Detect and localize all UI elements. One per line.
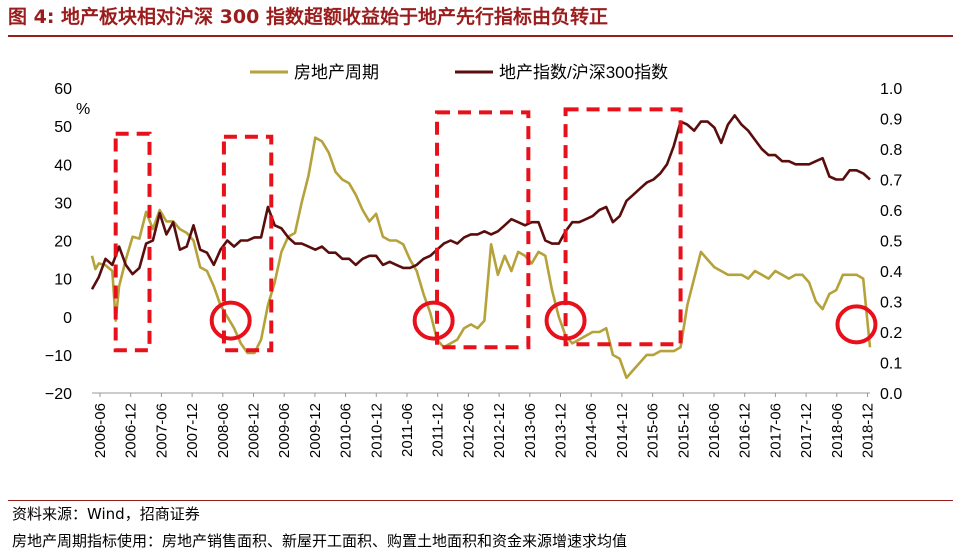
- right-axis: 0.0 0.1 0.2 0.3 0.4 0.5 0.6 0.7 0.8 0.9 1.0: [880, 81, 902, 403]
- highlight-circle: [209, 300, 252, 341]
- x-axis-tick-label: 2008-12: [246, 403, 263, 458]
- right-axis-tick-label: 0.6: [880, 203, 902, 220]
- highlight-box: [435, 110, 531, 350]
- x-axis-tick-label: 2011-06: [399, 403, 416, 457]
- series-lines: [90, 114, 872, 380]
- x-axis-tick-label: 2013-06: [522, 403, 539, 458]
- highlight-circle: [835, 304, 878, 345]
- highlight-box: [563, 107, 683, 347]
- x-axis-tick-label: 2017-06: [767, 403, 784, 458]
- series-line: [90, 114, 871, 290]
- highlight-circle: [412, 300, 455, 341]
- left-axis-tick-label: −10: [45, 348, 72, 365]
- right-axis-tick-label: 0.3: [880, 295, 902, 312]
- x-axis-tick-label: 2012-12: [491, 403, 508, 458]
- legend: 房地产周期 地产指数/沪深300指数: [250, 63, 668, 82]
- right-axis-tick-label: 0.7: [880, 173, 902, 190]
- x-axis-tick-label: 2014-06: [583, 403, 600, 458]
- left-axis-tick-label: 20: [54, 234, 72, 251]
- x-axis-tick-label: 2018-06: [829, 403, 846, 458]
- left-axis-tick-label: 40: [54, 157, 72, 174]
- x-axis-tick-label: 2009-12: [307, 403, 324, 458]
- x-axis: 2006-06 2006-12 2007-06 2007-12 2008-06 2008-…: [92, 393, 877, 458]
- x-axis-tick-label: 2009-06: [276, 403, 293, 458]
- right-axis-tick-label: 0.0: [880, 386, 902, 403]
- highlight-circle: [544, 300, 587, 341]
- title-divider: [8, 35, 953, 37]
- left-axis: −20 −10 0 10 20 30 40 50 60: [45, 81, 72, 403]
- source-note: 资料来源：Wind，招商证券: [12, 505, 200, 523]
- x-axis-tick-label: 2015-12: [675, 403, 692, 458]
- x-axis-tick-label: 2015-06: [645, 403, 662, 458]
- highlight-box: [113, 131, 152, 353]
- method-note: 房地产周期指标使用：房地产销售面积、新屋开工面积、购置土地面积和资金来源增速求均…: [12, 532, 628, 550]
- legend-label: 地产指数/沪深300指数: [499, 63, 668, 82]
- highlight-box: [221, 134, 274, 353]
- annotations: [113, 107, 878, 353]
- left-axis-tick-label: 0: [63, 310, 72, 327]
- x-axis-tick-label: 2010-06: [338, 403, 355, 458]
- x-axis-tick-label: 2013-12: [553, 403, 570, 458]
- right-axis-tick-label: 0.1: [880, 356, 902, 373]
- x-axis-tick-label: 2011-12: [430, 403, 447, 457]
- right-axis-tick-label: 0.5: [880, 234, 902, 251]
- right-axis-tick-label: 1.0: [880, 81, 902, 98]
- left-axis-tick-label: 50: [54, 119, 72, 136]
- x-axis-tick-label: 2007-12: [184, 403, 201, 458]
- x-axis-tick-label: 2006-12: [123, 403, 140, 458]
- left-axis-tick-label: 30: [54, 195, 72, 212]
- right-axis-tick-label: 0.9: [880, 112, 902, 129]
- x-axis-tick-label: 2008-06: [215, 403, 232, 458]
- x-axis-tick-label: 2012-06: [460, 403, 477, 458]
- x-axis-tick-label: 2016-06: [706, 403, 723, 458]
- x-axis-tick-label: 2014-12: [614, 403, 631, 458]
- right-axis-tick-label: 0.4: [880, 264, 902, 281]
- x-axis-tick-label: 2010-12: [368, 403, 385, 458]
- legend-label: 房地产周期: [294, 63, 379, 82]
- left-axis-tick-label: 10: [54, 272, 72, 289]
- left-axis-unit: %: [76, 101, 90, 118]
- x-axis-tick-label: 2006-06: [92, 403, 109, 458]
- right-axis-tick-label: 0.8: [880, 142, 902, 159]
- x-axis-tick-label: 2017-12: [798, 403, 815, 458]
- x-axis-tick-label: 2016-12: [737, 403, 754, 458]
- left-axis-tick-label: 60: [54, 81, 72, 98]
- series-line: [90, 136, 872, 380]
- right-axis-tick-label: 0.2: [880, 325, 902, 342]
- footer-divider: [8, 500, 953, 501]
- figure-title: 图 4: 地产板块相对沪深 300 指数超额收益始于地产先行指标由负转正: [8, 6, 608, 28]
- left-axis-tick-label: −20: [45, 386, 72, 403]
- x-axis-tick-label: 2007-06: [153, 403, 170, 458]
- x-axis-tick-label: 2018-12: [860, 403, 877, 458]
